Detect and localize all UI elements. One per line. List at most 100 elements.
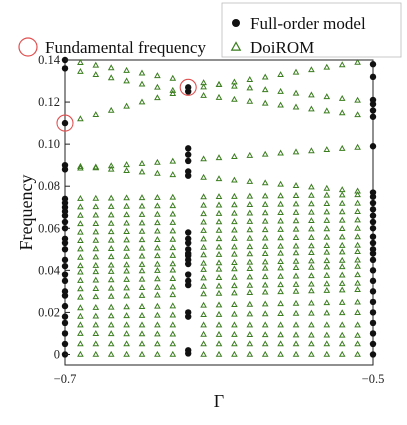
doirom-point <box>323 350 331 357</box>
full-order-point <box>185 157 192 165</box>
doirom-point <box>107 202 115 209</box>
doirom-point <box>277 180 284 187</box>
doirom-point <box>338 233 346 240</box>
doirom-point <box>107 64 115 71</box>
doirom-point <box>200 91 207 98</box>
doirom-point <box>169 235 177 242</box>
full-order-point <box>61 319 69 327</box>
doirom-point <box>123 228 130 234</box>
doirom-point <box>231 201 238 208</box>
doirom-point <box>277 192 284 199</box>
doirom-point <box>292 103 300 110</box>
doirom-point <box>338 271 346 278</box>
doirom-point <box>169 86 177 93</box>
full-order-point <box>61 302 69 310</box>
doirom-point <box>354 143 361 150</box>
doirom-point <box>154 219 161 226</box>
doirom-point <box>169 302 177 309</box>
doirom-point <box>246 250 254 257</box>
full-order-point <box>61 288 69 295</box>
doirom-point <box>107 292 115 299</box>
doirom-point <box>154 244 161 251</box>
red-circle-icon <box>18 37 38 57</box>
doirom-point <box>246 289 254 295</box>
doirom-point <box>77 67 84 74</box>
doirom-point <box>138 321 146 328</box>
doirom-point <box>277 209 284 216</box>
doirom-point <box>123 244 130 251</box>
doirom-point <box>308 272 315 279</box>
doirom-point <box>231 301 238 308</box>
doirom-point <box>138 330 146 337</box>
doirom-point <box>292 331 300 338</box>
doirom-point <box>354 241 361 248</box>
doirom-point <box>323 191 331 198</box>
doirom-point <box>323 242 331 249</box>
doirom-point <box>154 83 161 90</box>
doirom-point <box>138 311 146 318</box>
full-order-point <box>369 107 377 114</box>
doirom-point <box>123 330 130 337</box>
full-order-point <box>369 233 377 240</box>
doirom-point <box>92 236 100 243</box>
doirom-point <box>215 259 223 266</box>
doirom-point <box>92 203 100 210</box>
doirom-point <box>138 80 146 87</box>
doirom-point <box>277 350 284 357</box>
doirom-point <box>338 144 346 151</box>
doirom-point <box>246 258 254 265</box>
doirom-point <box>123 219 130 226</box>
doirom-point <box>200 210 207 217</box>
doirom-point <box>107 74 115 81</box>
full-order-point <box>61 277 69 285</box>
doirom-point <box>169 340 177 347</box>
doirom-point <box>231 259 238 265</box>
x-axis-ticks: −0.7 −0.5 <box>54 360 384 386</box>
doirom-point <box>277 258 284 265</box>
doirom-point <box>200 311 207 318</box>
doirom-point <box>215 154 223 161</box>
doirom-point <box>323 233 331 240</box>
full-order-point <box>61 235 69 242</box>
doirom-point <box>292 249 300 256</box>
doirom-point <box>107 321 115 328</box>
doirom-point <box>92 303 100 310</box>
doirom-point <box>138 340 146 347</box>
doirom-point <box>354 248 361 255</box>
doirom-point <box>323 63 331 70</box>
full-order-point <box>61 246 69 253</box>
doirom-point <box>138 284 146 291</box>
doirom-point <box>200 218 207 225</box>
doirom-point <box>215 340 223 347</box>
doirom-point <box>338 216 346 223</box>
full-order-point <box>369 288 377 295</box>
doirom-point <box>107 228 115 235</box>
fundamental-frequency-legend-label: Fundamental frequency <box>45 38 206 57</box>
doirom-point <box>231 243 238 250</box>
doirom-point <box>338 298 346 305</box>
y-axis-label: Frequency <box>16 175 36 251</box>
doirom-point <box>292 192 300 198</box>
doirom-point <box>354 262 361 269</box>
doirom-point <box>138 219 146 226</box>
full-order-point <box>61 218 69 226</box>
doirom-point <box>261 150 269 157</box>
doirom-point <box>92 211 100 218</box>
doirom-point <box>92 350 100 357</box>
doirom-point <box>292 280 300 287</box>
doirom-point <box>261 249 269 256</box>
doirom-point <box>277 249 284 256</box>
doirom-point <box>215 193 223 200</box>
doirom-point <box>354 111 361 118</box>
doirom-point <box>277 321 284 328</box>
doirom-point <box>246 217 254 224</box>
doirom-point <box>277 288 284 295</box>
legend-entry-doirom: DoiROM <box>250 38 314 57</box>
doirom-point <box>154 94 161 101</box>
doirom-point <box>292 208 300 215</box>
doirom-point <box>354 279 361 286</box>
doirom-point <box>308 280 315 287</box>
doirom-point <box>77 164 84 171</box>
doirom-point <box>200 83 207 90</box>
doirom-point <box>261 300 269 307</box>
